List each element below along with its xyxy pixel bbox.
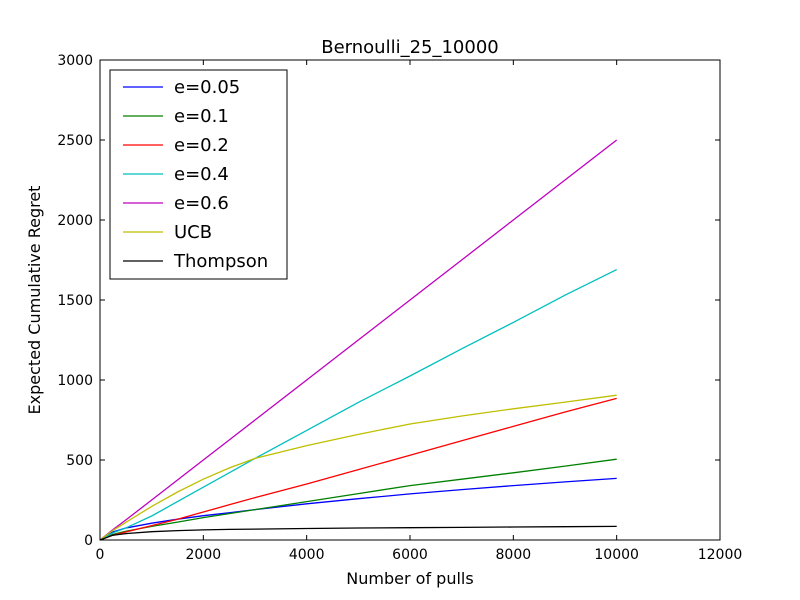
legend-label-3: e=0.4: [174, 164, 229, 185]
legend: e=0.05 e=0.1 e=0.2 e=0.4 e=0.6 UCB Thompson: [109, 69, 288, 280]
legend-label-0: e=0.05: [174, 77, 240, 98]
x-tick-label-6: 12000: [698, 547, 743, 563]
legend-label-4: e=0.6: [174, 193, 229, 214]
legend-label-1: e=0.1: [174, 106, 229, 127]
y-tick-label-5: 2500: [57, 133, 93, 149]
series-line-5: [99, 394, 617, 541]
legend-label-6: Thompson: [173, 251, 268, 272]
chart-title: Bernoulli_25_10000: [321, 37, 499, 58]
axis-ticks: 0 2000 4000 6000 8000 10000 12000 0 500 1000 1500 2…: [57, 53, 742, 563]
legend-label-2: e=0.2: [174, 135, 229, 156]
y-tick-label-2: 1000: [57, 373, 93, 389]
y-tick-label-6: 3000: [57, 53, 93, 69]
y-axis-label: Expected Cumulative Regret: [25, 186, 44, 415]
y-tick-label-1: 500: [66, 453, 93, 469]
x-tick-label-4: 8000: [496, 547, 532, 563]
series-line-2: [99, 397, 617, 541]
y-tick-label-4: 2000: [57, 213, 93, 229]
y-tick-label-3: 1500: [57, 293, 93, 309]
legend-label-5: UCB: [174, 222, 212, 243]
series-layer: [99, 139, 618, 541]
y-tick-label-0: 0: [84, 533, 93, 549]
x-tick-label-5: 10000: [594, 547, 639, 563]
x-tick-label-3: 6000: [392, 547, 428, 563]
x-tick-label-0: 0: [96, 547, 105, 563]
x-tick-label-1: 2000: [186, 547, 222, 563]
series-line-4: [99, 139, 618, 541]
x-axis-label: Number of pulls: [346, 569, 473, 588]
series-line-6: [99, 525, 617, 541]
x-tick-label-2: 4000: [289, 547, 325, 563]
